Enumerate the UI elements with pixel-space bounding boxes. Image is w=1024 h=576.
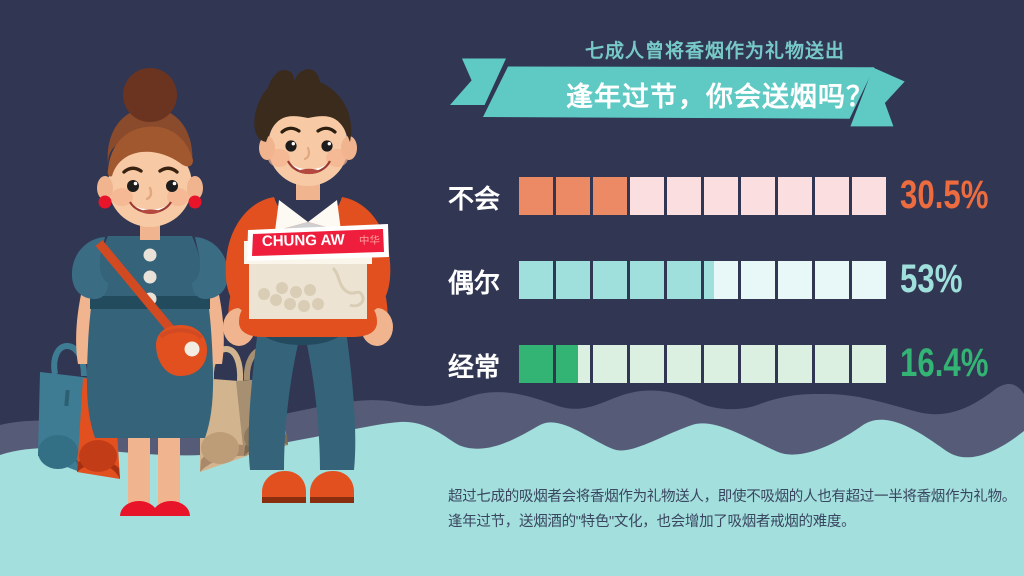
svg-text:CHUNG AW: CHUNG AW: [262, 232, 346, 250]
svg-text:中华: 中华: [359, 234, 380, 247]
